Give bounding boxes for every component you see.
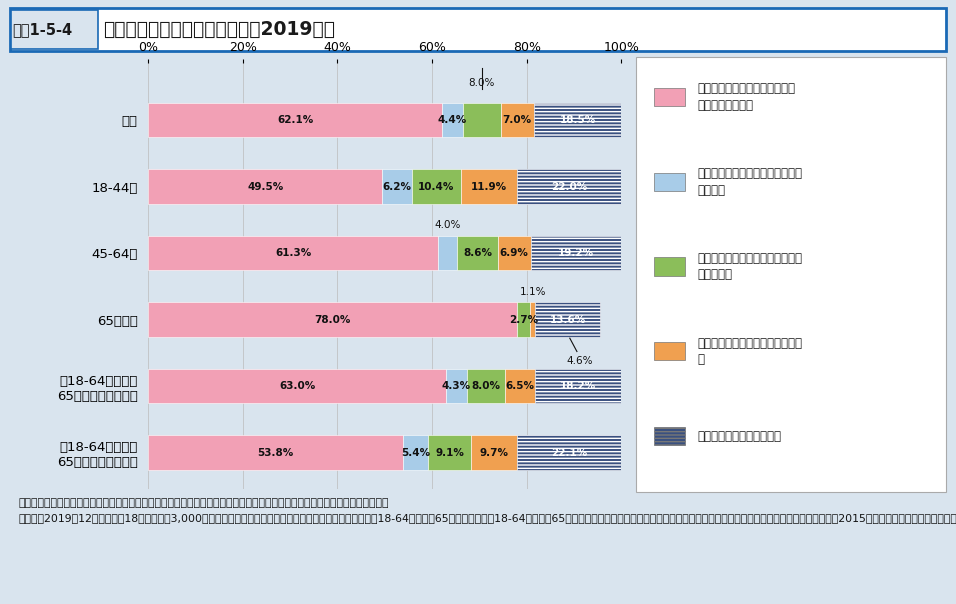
Bar: [498, 236, 531, 271]
Text: 今住んでいる市町村や近隣市町
村に住み続けたい: 今住んでいる市町村や近隣市町 村に住み続けたい: [698, 82, 796, 112]
Text: 10.4%: 10.4%: [418, 182, 454, 191]
Text: 18.5%: 18.5%: [559, 115, 596, 125]
Bar: [517, 435, 621, 470]
Text: 資料：厚生労働省政策統括官付政策立案・評価担当参事官室委託「人口減少社会における医療・福祉の利用に関する意識調査」
（注）　2019年12月、全国の18歳以上の: 資料：厚生労働省政策統括官付政策立案・評価担当参事官室委託「人口減少社会における…: [19, 498, 956, 523]
Text: 6.9%: 6.9%: [500, 248, 529, 258]
Bar: [438, 236, 457, 271]
Text: 転居したい（具体的な地域を決め
ている）: 転居したい（具体的な地域を決め ている）: [698, 167, 803, 196]
Bar: [471, 435, 517, 470]
Bar: [148, 169, 382, 204]
Text: 7.0%: 7.0%: [503, 115, 532, 125]
Bar: [457, 236, 498, 271]
Text: 8.0%: 8.0%: [468, 78, 495, 88]
Bar: [505, 369, 535, 403]
Text: 11.9%: 11.9%: [471, 182, 508, 191]
Bar: [461, 169, 517, 204]
Bar: [501, 103, 533, 137]
Text: 22.1%: 22.1%: [552, 448, 588, 458]
Bar: [531, 236, 621, 271]
Text: 今後の居住予定にかかる意識（2019年）: 今後の居住予定にかかる意識（2019年）: [103, 20, 336, 39]
Bar: [148, 435, 402, 470]
Bar: [533, 103, 621, 137]
Text: 4.4%: 4.4%: [438, 115, 467, 125]
Bar: [148, 103, 442, 137]
Text: 61.3%: 61.3%: [275, 248, 312, 258]
Bar: [148, 302, 517, 337]
Text: 図表1-5-4: 図表1-5-4: [12, 22, 73, 37]
Text: わからない（未定を含む）: わからない（未定を含む）: [698, 429, 782, 443]
Text: 13.6%: 13.6%: [550, 315, 586, 324]
Text: 4.0%: 4.0%: [435, 220, 461, 230]
Text: 8.0%: 8.0%: [471, 381, 500, 391]
Text: 9.7%: 9.7%: [480, 448, 509, 458]
Text: 1.1%: 1.1%: [519, 287, 546, 297]
Text: 勤務先・通学先などによって決め
る: 勤務先・通学先などによって決め る: [698, 336, 803, 366]
Text: 53.8%: 53.8%: [257, 448, 293, 458]
Text: 78.0%: 78.0%: [315, 315, 351, 324]
Bar: [467, 369, 505, 403]
Text: 18.2%: 18.2%: [560, 381, 597, 391]
Bar: [442, 103, 463, 137]
Text: 5.4%: 5.4%: [401, 448, 430, 458]
Text: 転居したい（具体的な地域は決め
ていない）: 転居したい（具体的な地域は決め ていない）: [698, 252, 803, 281]
Bar: [517, 435, 621, 470]
Text: 4.6%: 4.6%: [566, 356, 593, 365]
Bar: [517, 169, 621, 204]
Bar: [535, 369, 621, 403]
Bar: [11, 10, 98, 49]
Text: 6.5%: 6.5%: [506, 381, 534, 391]
Bar: [535, 302, 599, 337]
Bar: [531, 236, 621, 271]
Bar: [382, 169, 412, 204]
Text: 19.2%: 19.2%: [558, 248, 594, 258]
Bar: [535, 369, 621, 403]
Bar: [517, 302, 530, 337]
Bar: [402, 435, 428, 470]
Bar: [412, 169, 461, 204]
Bar: [533, 103, 621, 137]
Bar: [654, 342, 685, 361]
Bar: [446, 369, 467, 403]
Text: 49.5%: 49.5%: [248, 182, 283, 191]
Bar: [654, 257, 685, 275]
Text: 22.0%: 22.0%: [552, 182, 588, 191]
Bar: [148, 369, 446, 403]
Bar: [463, 103, 501, 137]
Bar: [148, 236, 438, 271]
Bar: [517, 169, 621, 204]
Text: 9.1%: 9.1%: [435, 448, 465, 458]
Bar: [654, 88, 685, 106]
Bar: [654, 173, 685, 191]
Text: 4.3%: 4.3%: [442, 381, 471, 391]
Bar: [654, 427, 685, 445]
Bar: [535, 302, 599, 337]
Text: 8.6%: 8.6%: [463, 248, 492, 258]
Text: 63.0%: 63.0%: [279, 381, 315, 391]
Text: 62.1%: 62.1%: [277, 115, 314, 125]
Bar: [530, 302, 535, 337]
Text: 2.7%: 2.7%: [510, 315, 538, 324]
Bar: [428, 435, 471, 470]
Text: 6.2%: 6.2%: [382, 182, 412, 191]
